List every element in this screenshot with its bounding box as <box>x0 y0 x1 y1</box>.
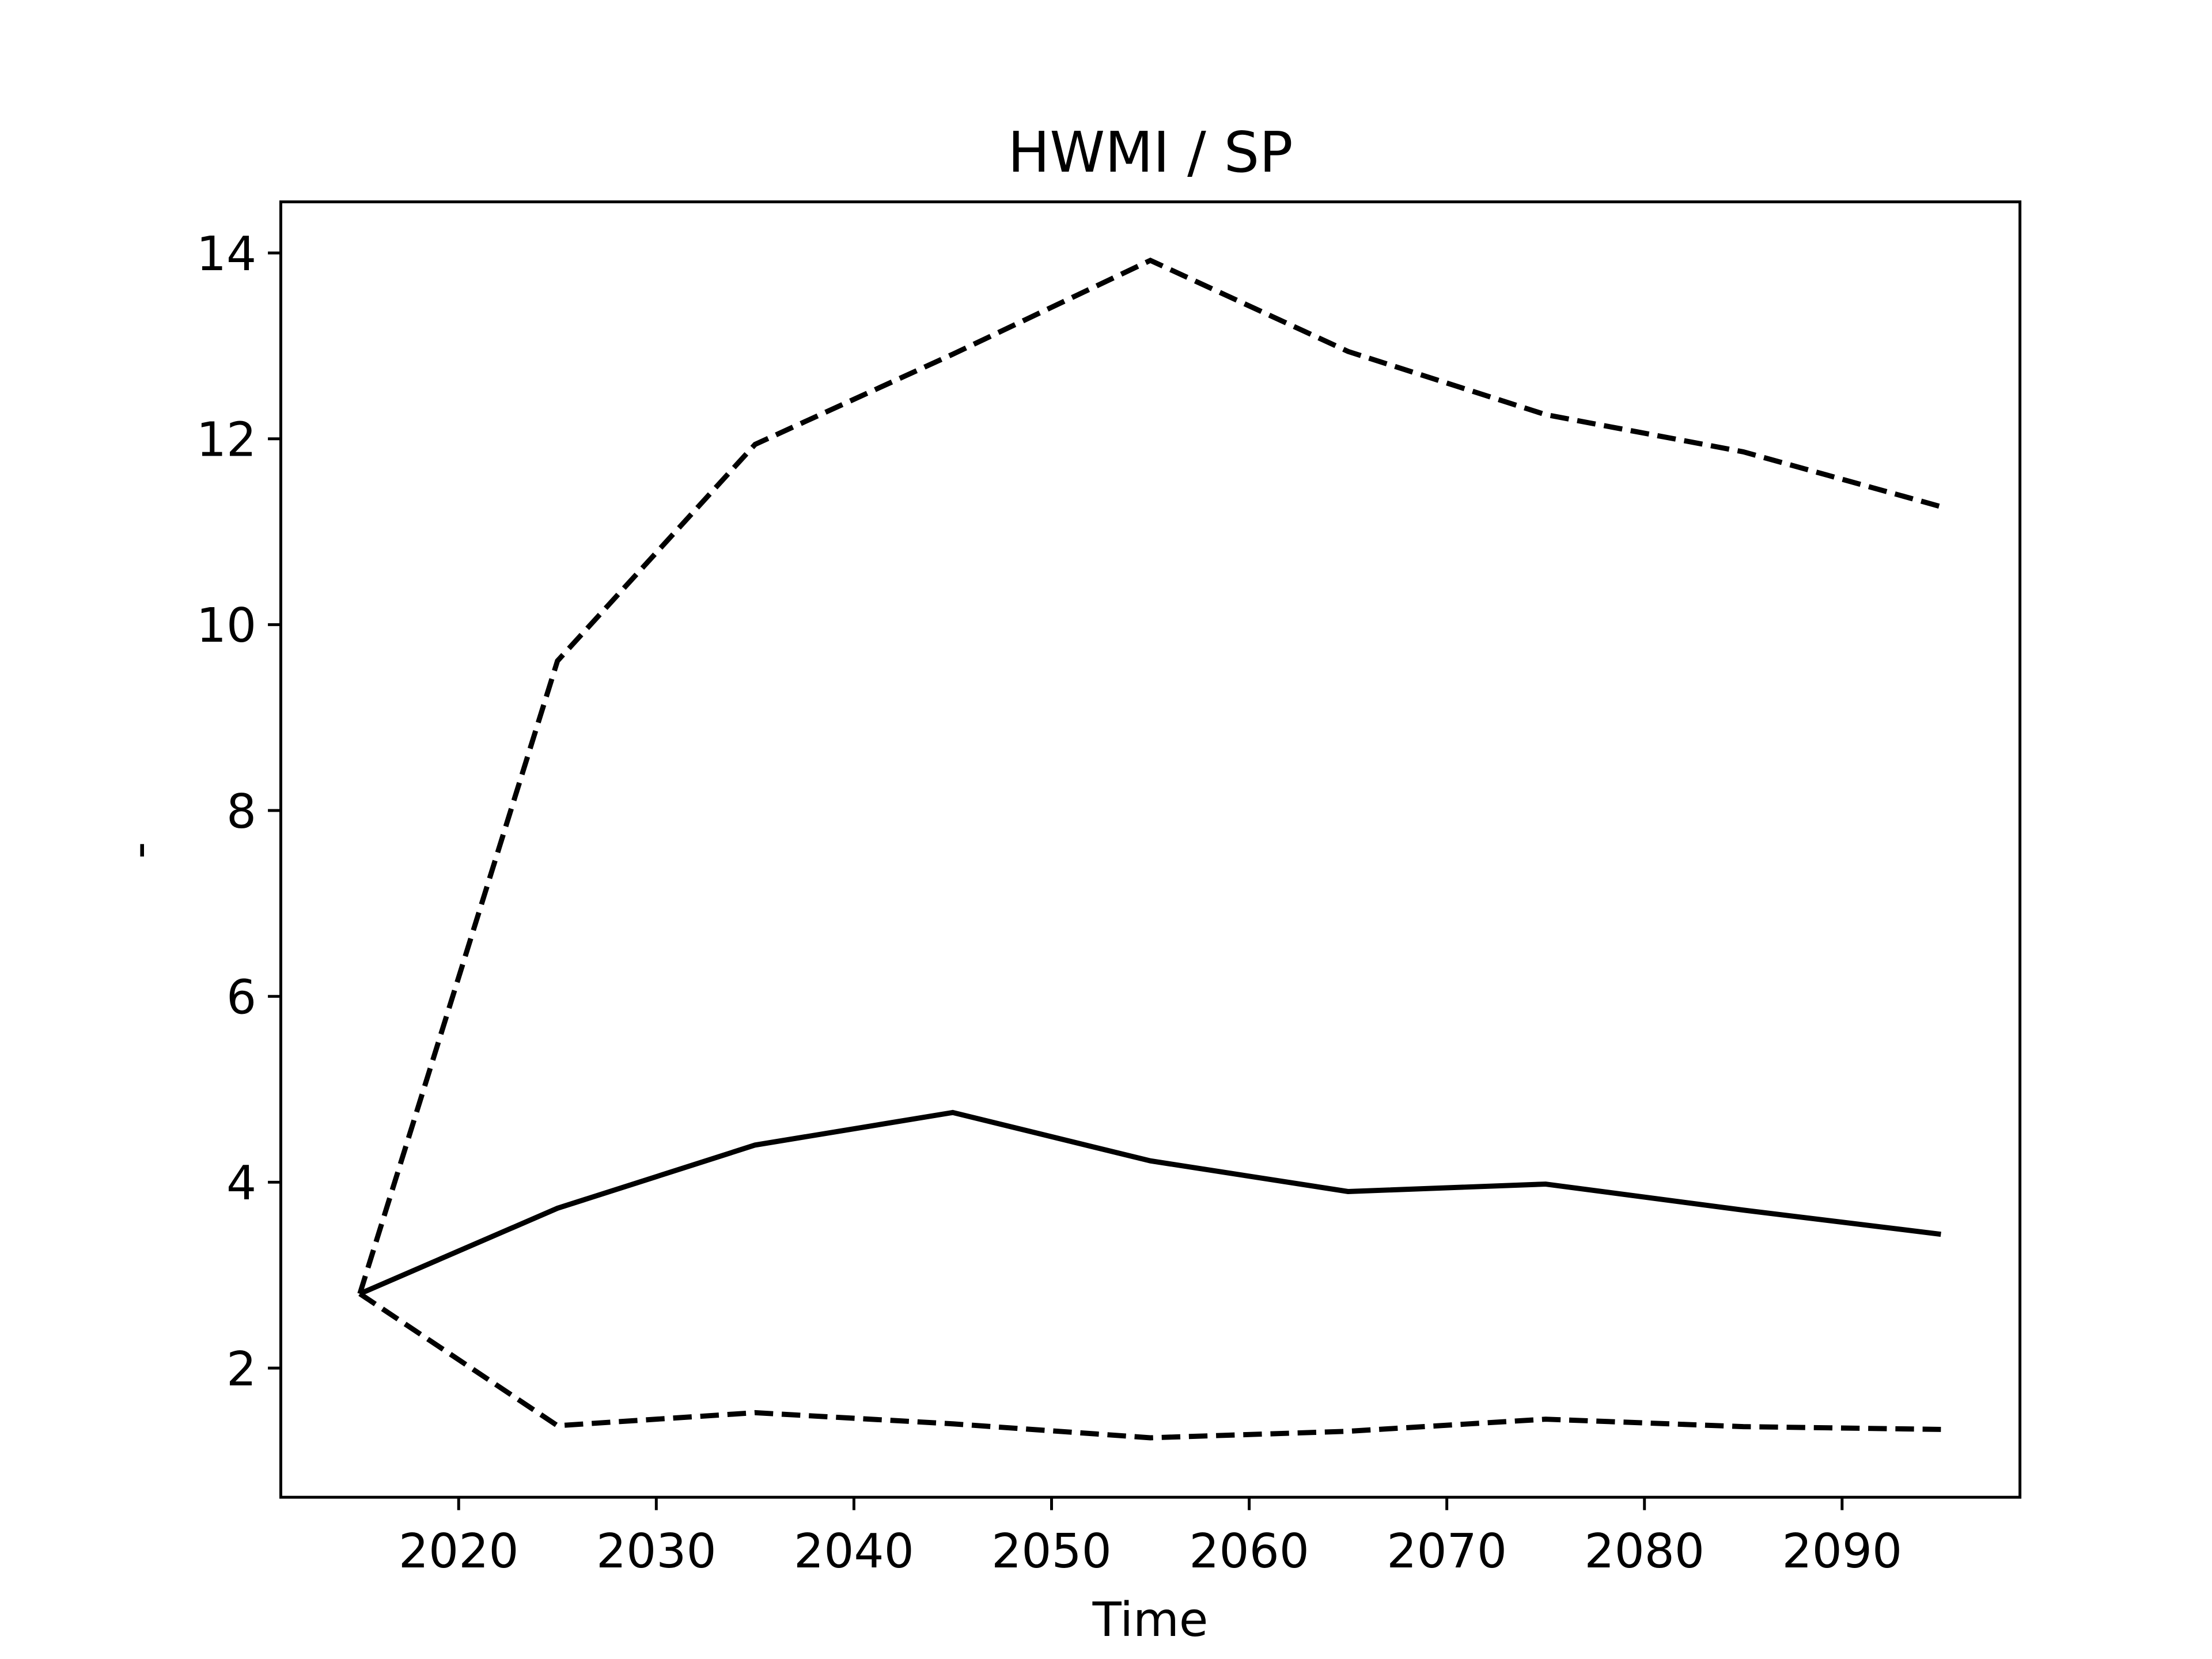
x-axis-label: Time <box>1092 1593 1209 1647</box>
y-tick-label: 14 <box>196 227 256 282</box>
y-axis-label: - <box>112 842 166 859</box>
x-tick-label: 2070 <box>1387 1524 1507 1579</box>
y-tick-label: 12 <box>196 413 256 468</box>
plot-frame <box>279 200 2022 1499</box>
x-tick-label: 2050 <box>991 1524 1112 1579</box>
x-tick-label: 2080 <box>1584 1524 1705 1579</box>
x-tick-label: 2060 <box>1189 1524 1309 1579</box>
x-tick-label: 2020 <box>399 1524 519 1579</box>
y-tick-label: 2 <box>226 1342 256 1397</box>
dashed-line <box>357 257 1942 1295</box>
y-tick-label: 4 <box>226 1156 256 1211</box>
y-tick-label: 6 <box>226 970 256 1025</box>
x-tick-label: 2040 <box>794 1524 914 1579</box>
y-tick-label: 10 <box>196 599 256 653</box>
chart-title: HWMI / SP <box>1007 120 1293 185</box>
x-tick-label: 2030 <box>596 1524 717 1579</box>
x-tick-label: 2090 <box>1782 1524 1902 1579</box>
dashed-line <box>358 1291 1941 1441</box>
line <box>358 1109 1941 1297</box>
y-tick-label: 8 <box>226 785 256 839</box>
